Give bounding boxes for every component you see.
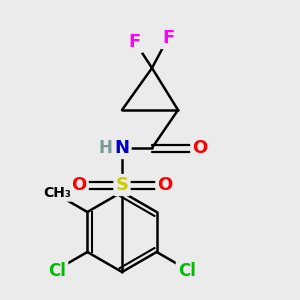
Text: Cl: Cl xyxy=(178,262,196,280)
Text: S: S xyxy=(116,176,128,194)
Text: F: F xyxy=(129,33,141,51)
Text: CH₃: CH₃ xyxy=(43,186,71,200)
Text: Cl: Cl xyxy=(48,262,66,280)
Text: H: H xyxy=(98,139,112,157)
Text: O: O xyxy=(158,176,172,194)
Text: N: N xyxy=(115,139,130,157)
Text: F: F xyxy=(162,29,174,47)
Text: O: O xyxy=(71,176,87,194)
Text: O: O xyxy=(192,139,208,157)
